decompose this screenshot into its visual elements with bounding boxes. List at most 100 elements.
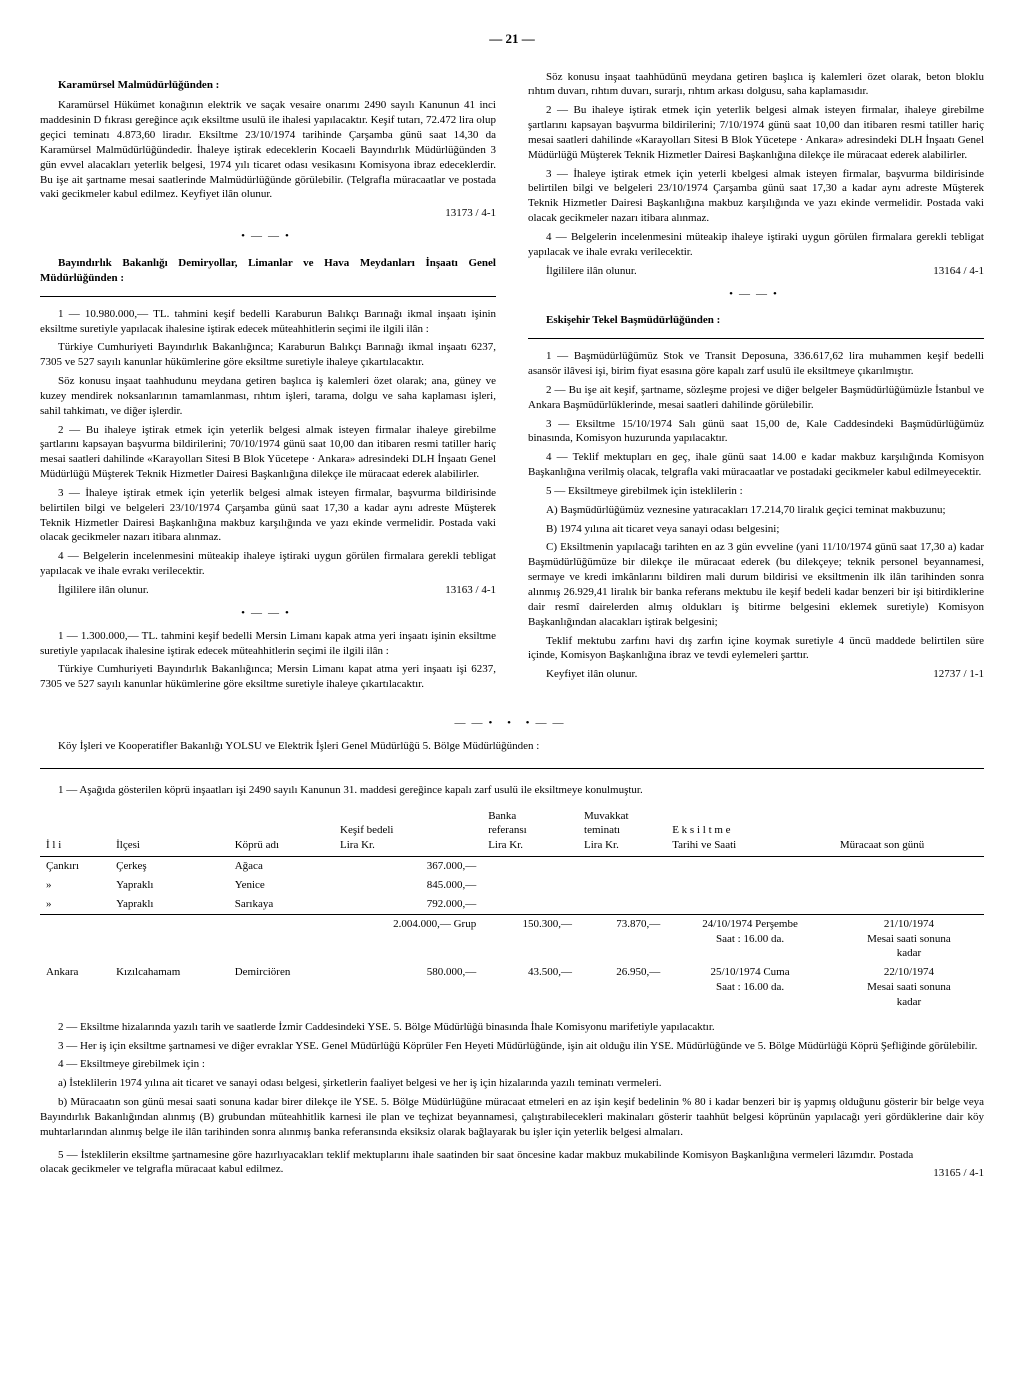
table-header: E k s i l t m e Tarihi ve Saati <box>666 806 834 857</box>
bottom-p3: 3 — Her iş için eksiltme şartnamesi ve d… <box>40 1039 984 1054</box>
right-column: Söz konusu inşaat taahhüdünü meydana get… <box>528 66 984 697</box>
table-cell <box>578 876 666 895</box>
table-cell <box>666 857 834 876</box>
table-header: İ l i <box>40 806 110 857</box>
table-header: Muvakkat teminatı Lira Kr. <box>578 806 666 857</box>
table-cell <box>666 876 834 895</box>
right-p15: Keyfiyet ilân olunur. <box>528 667 637 682</box>
table-header: Keşif bedeli Lira Kr. <box>334 806 482 857</box>
table-cell: 25/10/1974 Cuma Saat : 16.00 da. <box>666 963 834 1012</box>
left-p10: Türkiye Cumhuriyeti Bayındırlık Bakanlığ… <box>40 662 496 692</box>
right-p8: 3 — Eksiltme 15/10/1974 Salı günü saat 1… <box>528 417 984 447</box>
right-p3: 3 — İhaleye iştirak etmek için yeterli k… <box>528 167 984 226</box>
right-p14: Teklif mektubu zarfını havi dış zarfın i… <box>528 634 984 664</box>
table-cell: 792.000,— <box>334 895 482 914</box>
ref-13173: 13173 / 4-1 <box>40 206 496 221</box>
left-p8: İlgililere ilân olunur. <box>40 583 149 598</box>
table-header: Müracaat son günü <box>834 806 984 857</box>
right-p9: 4 — Teklif mektupları en geç, ihale günü… <box>528 450 984 480</box>
separator-dots: •——• <box>40 229 496 244</box>
table-cell <box>578 895 666 914</box>
right-p5: İlgililere ilân olunur. <box>528 264 637 279</box>
table-cell: 26.950,— <box>578 963 666 1012</box>
bottom-p6: b) Müracaatın son günü mesai saati sonun… <box>40 1095 984 1140</box>
right-p6: 1 — Başmüdürlüğümüz Stok ve Transit Depo… <box>528 349 984 379</box>
left-p3: Türkiye Cumhuriyeti Bayındırlık Bakanlığ… <box>40 340 496 370</box>
table-cell <box>229 914 334 963</box>
ref-13165: 13165 / 4-1 <box>913 1166 984 1181</box>
table-cell <box>834 876 984 895</box>
table-cell: 21/10/1974 Mesai saati sonuna kadar <box>834 914 984 963</box>
table-row: »YapraklıYenice845.000,— <box>40 876 984 895</box>
separator-dots-2: •——• <box>40 606 496 621</box>
table-cell <box>40 914 110 963</box>
table-cell: 580.000,— <box>334 963 482 1012</box>
left-p6: 3 — İhaleye iştirak etmek için yeterlik … <box>40 486 496 545</box>
table-cell <box>578 857 666 876</box>
rule-full <box>40 768 984 769</box>
separator-dots-3: •——• <box>528 287 984 302</box>
table-cell: Ankara <box>40 963 110 1012</box>
left-column: Karamürsel Malmüdürlüğünden : Karamürsel… <box>40 66 496 697</box>
table-row: 2.004.000,— Grup150.300,—73.870,—24/10/1… <box>40 914 984 963</box>
tender-table: İ l iİlçesiKöprü adıKeşif bedeli Lira Kr… <box>40 806 984 1012</box>
left-p5: 2 — Bu ihaleye iştirak etmek için yeterl… <box>40 423 496 482</box>
karamursel-head: Karamürsel Malmüdürlüğünden : <box>40 78 496 93</box>
left-p2: 1 — 10.980.000,— TL. tahmini keşif bedel… <box>40 307 496 337</box>
bottom-p5: a) İsteklilerin 1974 yılına ait ticaret … <box>40 1076 984 1091</box>
table-row: »YapraklıSarıkaya792.000,— <box>40 895 984 914</box>
left-p7: 4 — Belgelerin incelenmesini müteakip ih… <box>40 549 496 579</box>
table-cell: 150.300,— <box>482 914 578 963</box>
table-header: İlçesi <box>110 806 229 857</box>
table-cell: Kızılcahamam <box>110 963 229 1012</box>
table-cell: 73.870,— <box>578 914 666 963</box>
table-cell: Yapraklı <box>110 895 229 914</box>
table-cell: 24/10/1974 Perşembe Saat : 16.00 da. <box>666 914 834 963</box>
table-cell: 367.000,— <box>334 857 482 876</box>
table-cell: Sarıkaya <box>229 895 334 914</box>
bottom-intro: 1 — Aşağıda gösterilen köprü inşaatları … <box>40 783 984 798</box>
bottom-p4: 4 — Eksiltmeye girebilmek için : <box>40 1057 984 1072</box>
table-cell <box>834 857 984 876</box>
rule <box>40 296 496 297</box>
table-cell <box>666 895 834 914</box>
right-p7: 2 — Bu işe ait keşif, şartname, sözleşme… <box>528 383 984 413</box>
right-p1: Söz konusu inşaat taahhüdünü meydana get… <box>528 70 984 100</box>
bottom-p2: 2 — Eksiltme hizalarında yazılı tarih ve… <box>40 1020 984 1035</box>
table-cell: Çerkeş <box>110 857 229 876</box>
bottom-p7: 5 — İsteklilerin eksiltme şartnamesine g… <box>40 1148 913 1178</box>
table-cell: Yapraklı <box>110 876 229 895</box>
table-cell: 22/10/1974 Mesai saati sonuna kadar <box>834 963 984 1012</box>
left-p4: Söz konusu inşaat taahhudunu meydana get… <box>40 374 496 419</box>
right-p11: A) Başmüdürlüğümüz veznesine yatıracakla… <box>528 503 984 518</box>
bayindirlik-head: Bayındırlık Bakanlığı Demiryollar, Liman… <box>40 256 496 286</box>
table-cell: 845.000,— <box>334 876 482 895</box>
table-row: ÇankırıÇerkeşAğaca367.000,— <box>40 857 984 876</box>
eskisehir-head: Eskişehir Tekel Başmüdürlüğünden : <box>528 313 984 328</box>
ref-12737: 12737 / 1-1 <box>933 667 984 682</box>
right-p2: 2 — Bu ihaleye iştirak etmek için yeterl… <box>528 103 984 162</box>
table-cell: Ağaca <box>229 857 334 876</box>
table-cell <box>110 914 229 963</box>
table-header: Banka referansı Lira Kr. <box>482 806 578 857</box>
table-cell <box>482 857 578 876</box>
table-cell: Yenice <box>229 876 334 895</box>
table-cell <box>482 876 578 895</box>
right-p4: 4 — Belgelerin incelenmesini müteakip ih… <box>528 230 984 260</box>
table-cell: » <box>40 895 110 914</box>
yolsu-head: Köy İşleri ve Kooperatifler Bakanlığı YO… <box>40 739 984 754</box>
karamursel-body: Karamürsel Hükümet konağının elektrik ve… <box>40 98 496 202</box>
table-cell: » <box>40 876 110 895</box>
page-number: — 21 — <box>40 30 984 48</box>
center-bullets: ——• • •—— <box>40 716 984 731</box>
right-p12: B) 1974 yılına ait ticaret veya sanayi o… <box>528 522 984 537</box>
table-row: AnkaraKızılcahamamDemirciören580.000,—43… <box>40 963 984 1012</box>
table-cell: 43.500,— <box>482 963 578 1012</box>
table-cell <box>834 895 984 914</box>
table-cell: 2.004.000,— Grup <box>334 914 482 963</box>
right-p10: 5 — Eksiltmeye girebilmek için isteklile… <box>528 484 984 499</box>
table-cell: Demirciören <box>229 963 334 1012</box>
ref-13163: 13163 / 4-1 <box>445 583 496 598</box>
left-p9: 1 — 1.300.000,— TL. tahmini keşif bedell… <box>40 629 496 659</box>
right-p13: C) Eksiltmenin yapılacağı tarihten en az… <box>528 540 984 629</box>
